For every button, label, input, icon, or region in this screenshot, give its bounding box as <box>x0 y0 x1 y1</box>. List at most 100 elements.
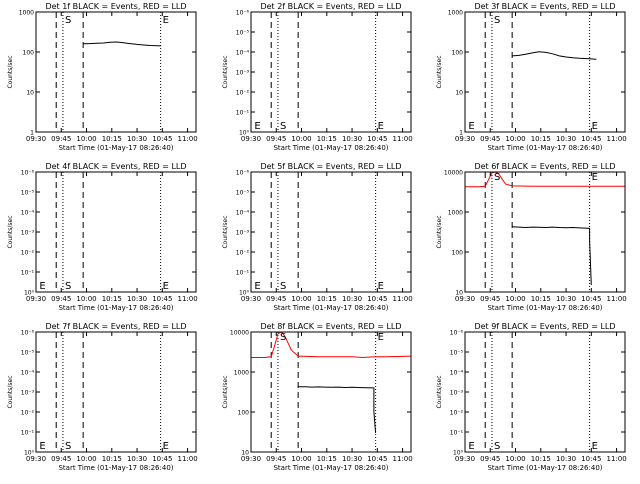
y-tick-label: 10⁻⁶ <box>236 10 250 17</box>
x-tick-label: 10:00 <box>76 135 96 143</box>
x-axis-label: Start Time (01-May-17 08:26:40) <box>487 304 602 312</box>
x-tick-label: 09:45 <box>480 455 500 463</box>
x-axis-label: Start Time (01-May-17 08:26:40) <box>58 304 173 312</box>
x-tick-label: 11:00 <box>177 135 197 143</box>
y-tick-label: 10⁰ <box>453 450 464 457</box>
panel-title: Det 7f BLACK = Events, RED = LLD <box>45 322 186 331</box>
marker-e: E <box>468 121 474 132</box>
y-axis-label: Counts/sec <box>222 375 229 408</box>
y-tick-label: 1000 <box>448 210 463 217</box>
x-tick-label: 10:30 <box>127 295 147 303</box>
y-tick-label: 10⁻⁵ <box>450 350 464 357</box>
marker-e: E <box>378 332 384 343</box>
x-tick-label: 10:00 <box>291 455 311 463</box>
marker-e: E <box>378 121 384 132</box>
x-tick-label: 10:15 <box>531 295 551 303</box>
events-series-line <box>298 386 377 433</box>
x-tick-label: 10:30 <box>127 455 147 463</box>
y-tick-label: 10⁻³ <box>236 70 250 77</box>
plot-frame <box>35 331 197 453</box>
x-tick-label: 09:30 <box>241 455 261 463</box>
x-tick-label: 09:30 <box>455 295 475 303</box>
y-tick-label: 10⁻¹ <box>21 430 35 437</box>
y-tick-label: 1 <box>30 130 34 137</box>
x-tick-label: 09:30 <box>455 455 475 463</box>
marker-s: S <box>280 121 286 132</box>
y-tick-label: 10⁻⁴ <box>450 370 464 377</box>
x-tick-label: 09:45 <box>266 295 286 303</box>
marker-e: E <box>163 281 169 292</box>
x-tick-label: 10:30 <box>556 295 576 303</box>
x-tick-label: 10:00 <box>76 455 96 463</box>
marker-e: E <box>592 121 598 132</box>
y-tick-label: 100 <box>238 410 250 417</box>
x-axis-label: Start Time (01-May-17 08:26:40) <box>273 144 388 152</box>
y-tick-label: 1000 <box>19 10 34 17</box>
x-tick-label: 10:00 <box>505 455 525 463</box>
marker-s: S <box>280 332 286 343</box>
x-tick-label: 11:00 <box>392 455 412 463</box>
y-axis-label: Counts/sec <box>436 375 443 408</box>
x-tick-label: 10:00 <box>291 295 311 303</box>
panel-title: Det 1f BLACK = Events, RED = LLD <box>45 2 186 11</box>
y-tick-label: 10⁻⁴ <box>236 210 250 217</box>
x-tick-label: 10:15 <box>102 455 122 463</box>
marker-e: E <box>378 281 384 292</box>
y-tick-label: 10⁻⁵ <box>21 350 35 357</box>
y-tick-label: 10⁻² <box>21 410 35 417</box>
y-tick-label: 10⁻⁵ <box>21 190 35 197</box>
x-tick-label: 10:45 <box>152 135 172 143</box>
y-tick-label: 10⁻² <box>236 250 250 257</box>
y-tick-label: 10⁻⁴ <box>21 210 35 217</box>
x-tick-label: 10:00 <box>505 295 525 303</box>
marker-s: S <box>65 15 71 26</box>
y-tick-label: 1000 <box>234 370 249 377</box>
panel-det-9: Det 9f BLACK = Events, RED = LLD 10⁰ 10⁻¹ 1… <box>436 322 627 472</box>
x-tick-label: 11:00 <box>606 135 626 143</box>
panel-det-4: Det 4f BLACK = Events, RED = LLD 10⁰ 10⁻¹ 1… <box>7 162 198 312</box>
x-tick-label: 10:00 <box>76 295 96 303</box>
x-axis-label: Start Time (01-May-17 08:26:40) <box>58 144 173 152</box>
x-tick-label: 09:30 <box>26 135 46 143</box>
panel-det-5: Det 5f BLACK = Events, RED = LLD 10⁰ 10⁻¹ 1… <box>222 162 413 312</box>
x-tick-label: 09:30 <box>455 135 475 143</box>
marker-s: S <box>494 441 500 452</box>
y-tick-label: 1 <box>459 130 463 137</box>
marker-e: E <box>163 441 169 452</box>
x-tick-label: 10:15 <box>531 135 551 143</box>
panel-title: Det 6f BLACK = Events, RED = LLD <box>474 162 615 171</box>
x-tick-label: 11:00 <box>392 135 412 143</box>
marker-e: E <box>592 172 598 183</box>
plot-frame <box>464 171 626 293</box>
events-series-line <box>512 51 597 60</box>
x-tick-label: 10:30 <box>342 135 362 143</box>
y-axis-label: Counts/sec <box>7 215 14 248</box>
y-tick-label: 10⁻³ <box>236 230 250 237</box>
x-tick-label: 10:00 <box>291 135 311 143</box>
x-tick-label: 09:45 <box>51 135 71 143</box>
marker-e: E <box>254 281 260 292</box>
y-tick-label: 10⁻² <box>21 250 35 257</box>
y-tick-label: 10000 <box>230 330 249 337</box>
y-tick-label: 10⁻³ <box>450 390 464 397</box>
y-tick-label: 10 <box>241 450 249 457</box>
y-tick-label: 10⁻² <box>450 410 464 417</box>
x-axis-label: Start Time (01-May-17 08:26:40) <box>487 464 602 472</box>
x-axis-label: Start Time (01-May-17 08:26:40) <box>273 304 388 312</box>
x-tick-label: 09:30 <box>241 295 261 303</box>
y-tick-label: 10⁻¹ <box>21 270 35 277</box>
y-tick-label: 100 <box>23 50 35 57</box>
y-tick-label: 100 <box>452 50 464 57</box>
x-tick-label: 11:00 <box>392 295 412 303</box>
x-tick-label: 11:00 <box>177 455 197 463</box>
x-tick-label: 11:00 <box>177 295 197 303</box>
x-tick-label: 10:15 <box>317 135 337 143</box>
x-tick-label: 10:15 <box>317 295 337 303</box>
marker-s: S <box>494 172 500 183</box>
y-tick-label: 10⁻¹ <box>236 110 250 117</box>
x-tick-label: 09:45 <box>480 295 500 303</box>
panel-title: Det 3f BLACK = Events, RED = LLD <box>474 2 615 11</box>
panel-det-7: Det 7f BLACK = Events, RED = LLD 10⁰ 10⁻¹ 1… <box>7 322 198 472</box>
x-tick-label: 10:15 <box>531 455 551 463</box>
panel-det-2: Det 2f BLACK = Events, RED = LLD 10⁰ 10⁻¹ 1… <box>222 2 413 152</box>
